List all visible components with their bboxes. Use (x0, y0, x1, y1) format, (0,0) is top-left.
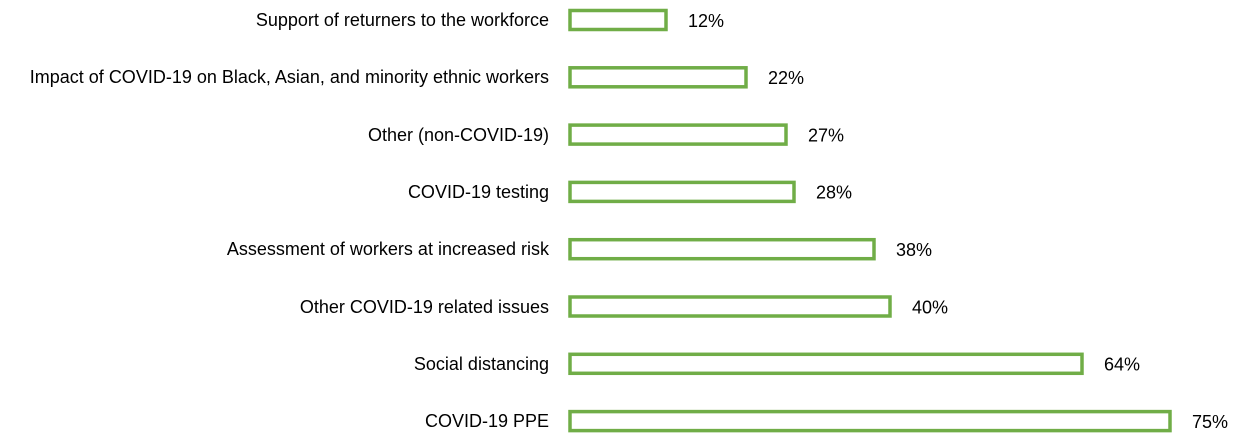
value-label: 38% (896, 240, 932, 260)
category-text: Assessment of workers at increased risk (226, 239, 549, 260)
value-label: 12% (688, 11, 724, 31)
category-label: Other COVID-19 related issues (4, 296, 549, 318)
value-label: 22% (768, 68, 804, 88)
value-label: 64% (1104, 355, 1140, 375)
category-text: COVID-19 PPE (424, 411, 549, 432)
category-label: Impact of COVID-19 on Black, Asian, and … (4, 66, 549, 88)
bar (568, 66, 748, 89)
category-text: COVID-19 testing (407, 181, 549, 202)
bar (568, 352, 1084, 376)
category-label: Support of returners to the workforce (4, 9, 549, 31)
value-label: 75% (1192, 412, 1228, 432)
category-label: Assessment of workers at increased risk (4, 238, 549, 260)
bar (568, 180, 796, 204)
category-label: COVID-19 testing (4, 181, 549, 203)
category-text: Impact of COVID-19 on Black, Asian, and … (29, 67, 549, 88)
value-label: 28% (816, 183, 852, 203)
bar (568, 123, 788, 146)
category-text: Social distancing (413, 353, 549, 374)
value-label: 40% (912, 297, 948, 317)
category-text: Other (non-COVID-19) (367, 124, 549, 145)
bar (568, 295, 892, 318)
category-label: COVID-19 PPE (4, 410, 549, 432)
value-label: 27% (808, 125, 844, 145)
category-text: Support of returners to the workforce (255, 10, 549, 30)
category-label: Other (non-COVID-19) (4, 124, 549, 146)
category-text: Other COVID-19 related issues (299, 296, 549, 317)
bar (568, 8, 668, 32)
bar (568, 237, 876, 261)
category-label: Social distancing (4, 353, 549, 375)
bar (568, 409, 1172, 433)
